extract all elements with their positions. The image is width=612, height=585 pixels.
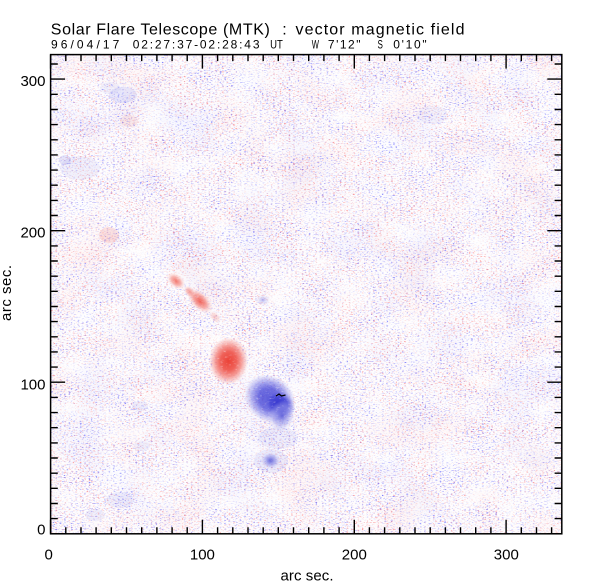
svg-text:200: 200 <box>342 547 367 564</box>
svg-text:0'10": 0'10" <box>393 38 426 52</box>
svg-text:300: 300 <box>494 547 519 564</box>
svg-text:Solar Flare Telescope (MTK): Solar Flare Telescope (MTK) <box>51 21 270 38</box>
svg-text:arc sec.: arc sec. <box>281 567 334 584</box>
svg-text:W: W <box>312 38 320 52</box>
svg-text:300: 300 <box>20 73 45 90</box>
svg-text:arc sec.: arc sec. <box>0 265 15 321</box>
svg-text:100: 100 <box>190 547 215 564</box>
svg-text:7'12": 7'12" <box>328 38 361 52</box>
svg-text:UT: UT <box>270 38 283 52</box>
svg-text:S: S <box>378 38 383 52</box>
svg-text:0: 0 <box>37 522 45 539</box>
svg-text:02:27:37-02:28:43: 02:27:37-02:28:43 <box>133 38 260 52</box>
svg-text::: : <box>282 21 286 38</box>
svg-text:vector magnetic field: vector magnetic field <box>296 21 465 38</box>
svg-text:200: 200 <box>20 225 45 242</box>
svg-text:0: 0 <box>45 547 53 564</box>
svg-text:100: 100 <box>20 376 45 393</box>
